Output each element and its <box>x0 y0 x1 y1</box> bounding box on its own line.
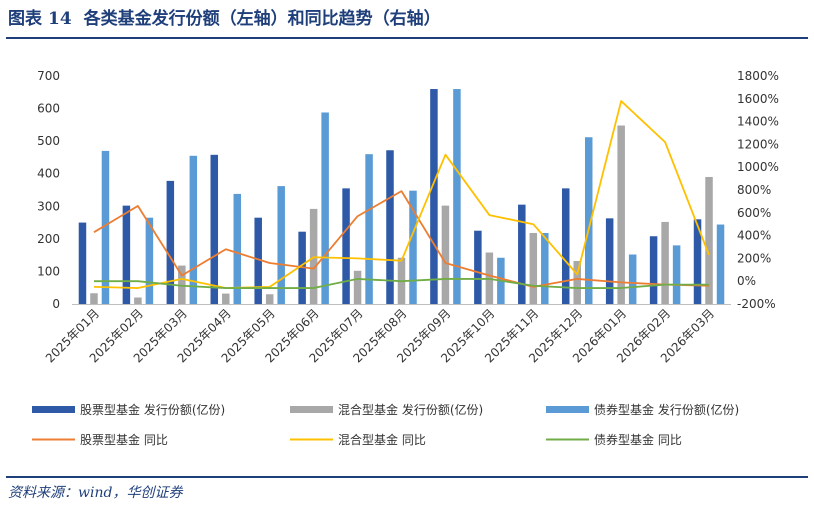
y-right-tick-label: 1400% <box>737 115 779 129</box>
y-left-tick-label: 700 <box>37 69 60 83</box>
y-left-tick-label: 0 <box>52 297 60 311</box>
y-left-tick-label: 600 <box>37 102 60 116</box>
y-left-tick-label: 200 <box>37 232 60 246</box>
bar <box>101 150 110 304</box>
bar <box>584 137 593 304</box>
bar <box>342 188 350 304</box>
y-right-tick-label: 1600% <box>737 92 779 106</box>
y-left-tick-label: 400 <box>37 167 60 181</box>
y-right-tick-label: 400% <box>737 229 771 243</box>
y-left-tick-label: 100 <box>37 264 60 278</box>
bar <box>321 112 329 304</box>
bar <box>145 217 154 304</box>
legend-swatch <box>32 406 75 413</box>
bar <box>233 193 242 304</box>
bar <box>265 294 274 304</box>
source-rule <box>6 476 808 478</box>
chart-legend: 股票型基金 发行份额(亿份) 混合型基金 发行份额(亿份) 债券型基金 发行份额(亿… <box>32 402 739 447</box>
figure-number: 14 <box>48 9 72 29</box>
y-right-tick-label: 200% <box>737 251 771 265</box>
bar <box>541 232 549 304</box>
bar <box>529 232 538 304</box>
legend-label: 股票型基金 同比 <box>80 432 168 447</box>
bar <box>254 217 262 304</box>
title-rule <box>6 37 808 39</box>
bar <box>693 219 702 304</box>
series-line <box>93 100 710 289</box>
legend-label: 债券型基金 发行份额(亿份) <box>594 402 739 417</box>
y-right-tick-label: 1000% <box>737 160 779 174</box>
bar <box>409 190 417 304</box>
y-left-tick-label: 300 <box>37 199 60 213</box>
bar <box>649 236 658 304</box>
legend-label: 混合型基金 发行份额(亿份) <box>338 402 483 417</box>
bar <box>453 89 461 304</box>
bar <box>605 218 614 304</box>
figure-label: 图表 <box>8 9 42 29</box>
bar <box>189 155 198 304</box>
series-line <box>93 190 710 288</box>
bar <box>122 205 131 304</box>
bar <box>178 265 186 304</box>
chart-bars <box>78 89 725 304</box>
bar <box>166 180 175 304</box>
legend-label: 混合型基金 同比 <box>338 432 426 447</box>
figure-title-text: 各类基金发行份额（左轴）和同比趋势（右轴） <box>83 9 441 29</box>
bar <box>134 297 142 304</box>
bar <box>277 186 285 304</box>
fund-issuance-chart: 0 100 200 300 400 500 600 700 -200% 0% 200% 400% 600… <box>32 69 779 447</box>
y-right-tick-label: 800% <box>737 183 771 197</box>
bar <box>661 221 669 304</box>
chart-lines <box>93 100 710 289</box>
bar <box>518 204 526 304</box>
bar <box>222 293 230 304</box>
bar <box>386 150 394 304</box>
bar <box>474 230 482 304</box>
bar <box>430 89 438 304</box>
bar <box>90 293 98 304</box>
bar <box>705 176 713 304</box>
bar <box>716 224 725 304</box>
y-left-tick-label: 500 <box>37 134 60 148</box>
legend-swatch <box>546 406 589 413</box>
figure-title: 图表 14 各类基金发行份额（左轴）和同比趋势（右轴） <box>8 4 441 34</box>
legend-swatch <box>290 406 333 413</box>
bar <box>561 188 570 304</box>
y-right-tick-label: 600% <box>737 206 771 220</box>
bar <box>617 125 625 304</box>
y-right-tick-label: -200% <box>737 297 776 311</box>
bar <box>353 270 362 304</box>
series-line <box>93 278 710 289</box>
bar <box>672 245 681 304</box>
source-note: 资料来源：wind，华创证券 <box>8 485 183 501</box>
y-right-tick-label: 1200% <box>737 137 779 151</box>
legend-label: 股票型基金 发行份额(亿份) <box>80 402 225 417</box>
bar <box>78 222 87 304</box>
bar <box>210 154 219 304</box>
x-tick-labels: 2025年01月2025年02月2025年03月2025年04月2025年05月… <box>43 306 717 365</box>
chart-axes: 0 100 200 300 400 500 600 700 -200% 0% 200% 400% 600… <box>37 69 779 311</box>
bar <box>573 261 581 304</box>
y-right-tick-label: 1800% <box>737 69 779 83</box>
bar <box>365 154 373 304</box>
legend-label: 债券型基金 同比 <box>594 432 682 447</box>
bar <box>441 205 450 304</box>
bar <box>628 254 637 304</box>
y-right-tick-label: 0% <box>737 274 756 288</box>
